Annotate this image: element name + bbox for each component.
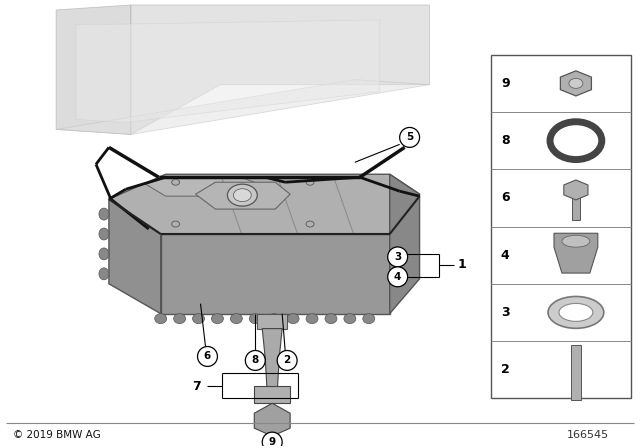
Polygon shape	[554, 233, 598, 273]
Ellipse shape	[211, 314, 223, 323]
Polygon shape	[254, 386, 290, 403]
Polygon shape	[56, 80, 429, 134]
Text: 6: 6	[501, 191, 509, 204]
Ellipse shape	[155, 314, 166, 323]
Circle shape	[399, 127, 420, 147]
Ellipse shape	[569, 78, 583, 88]
Text: 8: 8	[501, 134, 509, 147]
Polygon shape	[564, 180, 588, 200]
Ellipse shape	[172, 221, 180, 227]
Polygon shape	[146, 177, 260, 196]
Ellipse shape	[193, 314, 205, 323]
Ellipse shape	[230, 314, 243, 323]
Circle shape	[198, 346, 218, 366]
Ellipse shape	[325, 314, 337, 323]
Ellipse shape	[227, 184, 257, 206]
Ellipse shape	[99, 268, 109, 280]
Ellipse shape	[548, 297, 604, 328]
Ellipse shape	[173, 314, 186, 323]
Text: 1: 1	[458, 258, 466, 271]
Ellipse shape	[234, 189, 252, 202]
Text: 3: 3	[501, 306, 509, 319]
Ellipse shape	[172, 179, 180, 185]
Ellipse shape	[268, 314, 280, 323]
Polygon shape	[131, 5, 429, 134]
Polygon shape	[76, 20, 380, 122]
Ellipse shape	[287, 314, 299, 323]
Text: 4: 4	[394, 272, 401, 282]
Ellipse shape	[306, 314, 318, 323]
Polygon shape	[254, 403, 290, 436]
Text: 8: 8	[252, 355, 259, 366]
Text: 3: 3	[394, 252, 401, 262]
Bar	[572, 192, 580, 220]
Text: 5: 5	[406, 133, 413, 142]
Text: 6: 6	[204, 352, 211, 362]
Ellipse shape	[306, 179, 314, 185]
Polygon shape	[561, 71, 591, 96]
Text: 4: 4	[501, 249, 509, 262]
Polygon shape	[262, 328, 282, 403]
Polygon shape	[390, 174, 420, 314]
Circle shape	[245, 350, 265, 370]
Ellipse shape	[363, 314, 375, 323]
Ellipse shape	[344, 314, 356, 323]
Bar	[492, 55, 630, 398]
Text: 7: 7	[192, 380, 200, 393]
Ellipse shape	[559, 303, 593, 321]
Text: 9: 9	[269, 437, 276, 447]
Polygon shape	[56, 5, 131, 134]
Ellipse shape	[306, 221, 314, 227]
Polygon shape	[109, 199, 161, 314]
Bar	[571, 345, 581, 400]
Polygon shape	[161, 234, 390, 314]
Ellipse shape	[562, 235, 590, 247]
Circle shape	[262, 432, 282, 448]
Polygon shape	[196, 182, 290, 209]
Polygon shape	[257, 314, 287, 328]
Ellipse shape	[99, 228, 109, 240]
Text: 2: 2	[501, 363, 509, 376]
Circle shape	[388, 267, 408, 287]
Text: 9: 9	[501, 77, 509, 90]
Ellipse shape	[99, 208, 109, 220]
Text: 2: 2	[284, 355, 291, 366]
Text: 166545: 166545	[566, 430, 609, 440]
Circle shape	[388, 247, 408, 267]
Text: © 2019 BMW AG: © 2019 BMW AG	[13, 430, 101, 440]
Circle shape	[277, 350, 297, 370]
Ellipse shape	[99, 248, 109, 260]
Polygon shape	[109, 174, 420, 234]
Ellipse shape	[250, 314, 261, 323]
